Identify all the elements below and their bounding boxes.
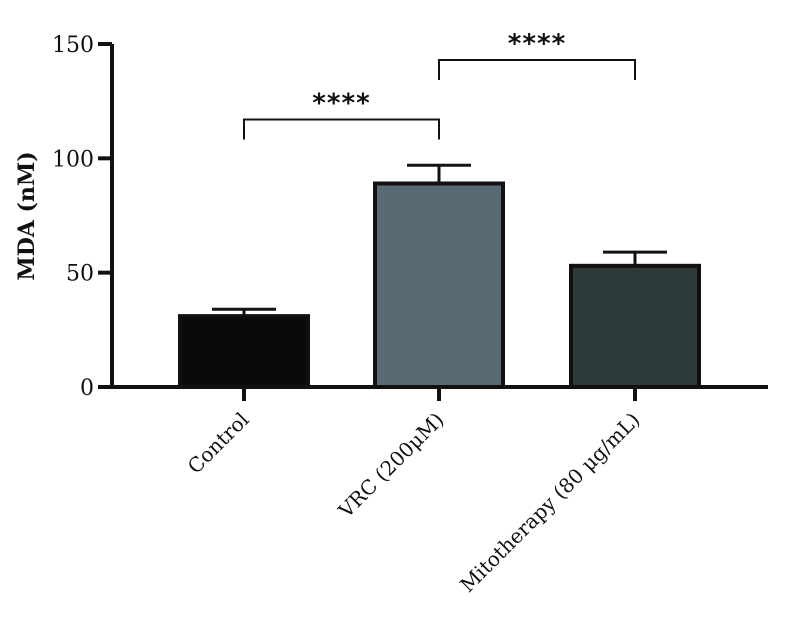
significance-bracket	[243, 118, 440, 140]
y-tick-label: 50	[66, 262, 94, 287]
y-axis-label: MDA (nM)	[14, 151, 40, 280]
significance-bracket	[438, 59, 636, 81]
y-axis: 0 50 100 150	[52, 33, 114, 401]
x-tick-label: VRC (200μM)	[333, 408, 449, 524]
x-axis: Control VRC (200μM) Mitotherapy (80 μg/mL)	[110, 385, 768, 597]
significance-label: ****	[312, 88, 370, 118]
significance-label: ****	[508, 29, 566, 59]
x-tick-label: Mitotherapy (80 μg/mL)	[455, 408, 644, 597]
error-bars	[212, 163, 667, 317]
bars	[178, 181, 701, 390]
y-tick-label: 150	[52, 33, 94, 58]
y-tick-label: 0	[80, 376, 94, 401]
bar-2	[569, 263, 701, 390]
y-tick-label: 100	[52, 147, 94, 172]
bar-0	[178, 314, 310, 390]
bar-1	[373, 181, 505, 389]
significance-brackets: **** ****	[243, 29, 636, 140]
x-tick-label: Control	[183, 408, 254, 479]
